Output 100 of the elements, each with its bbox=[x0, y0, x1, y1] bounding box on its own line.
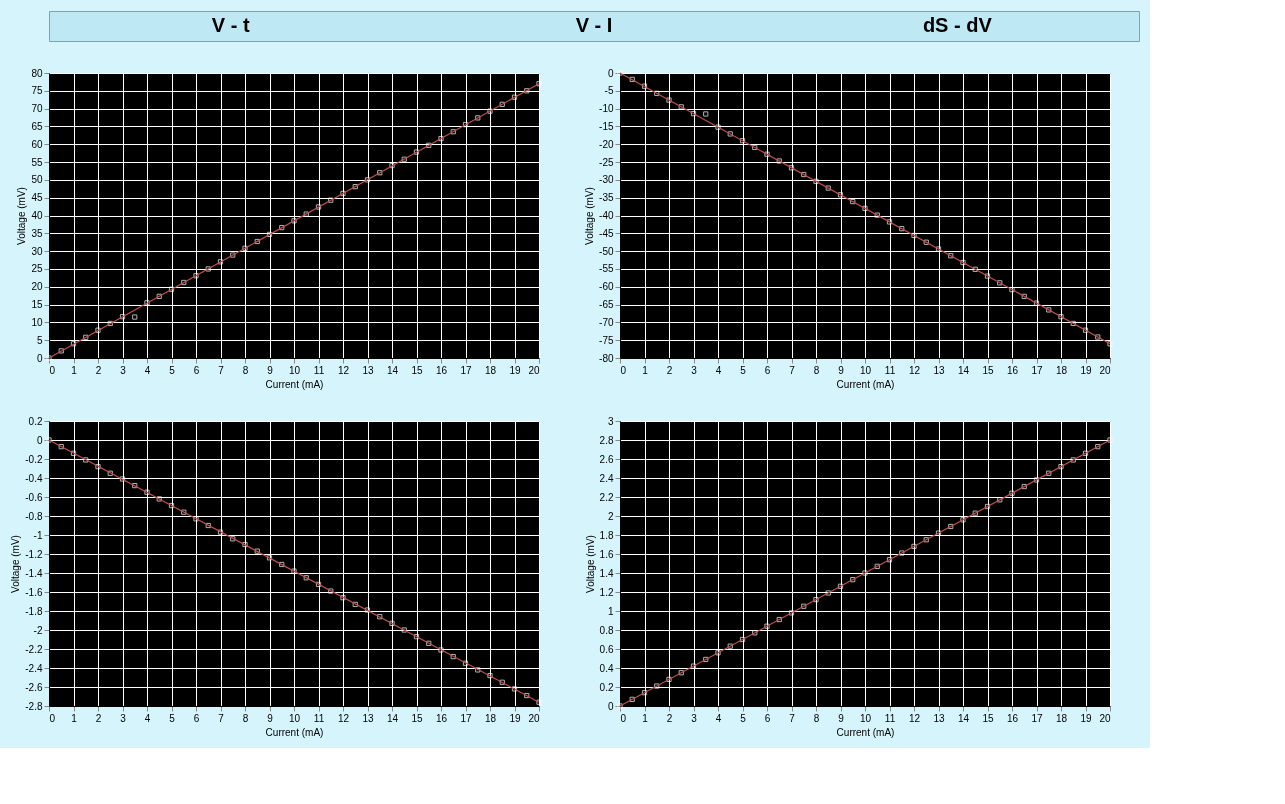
y-tick-label: 0.6 bbox=[599, 643, 614, 655]
point bbox=[511, 686, 518, 692]
y-tick-label: -20 bbox=[599, 138, 614, 150]
point bbox=[972, 510, 978, 516]
x-tick-label: 3 bbox=[120, 364, 127, 376]
point bbox=[193, 273, 199, 279]
y-tick-label: 55 bbox=[31, 156, 43, 168]
x-tick-label: 1 bbox=[642, 364, 649, 376]
point bbox=[303, 211, 309, 217]
x-tick-label: 1 bbox=[642, 712, 649, 724]
point bbox=[119, 476, 126, 482]
point bbox=[242, 245, 248, 251]
y-tick-label: 60 bbox=[31, 138, 43, 150]
x-tick-label: 9 bbox=[838, 712, 845, 724]
point bbox=[850, 198, 856, 205]
x-tick-label: 12 bbox=[337, 364, 350, 376]
x-tick-label: 7 bbox=[789, 364, 796, 376]
point bbox=[1046, 470, 1052, 476]
x-tick-label: 19 bbox=[509, 364, 521, 376]
y-tick-label: 40 bbox=[31, 210, 43, 221]
y-tick-label: 0 bbox=[36, 352, 43, 364]
x-tick-label: 16 bbox=[435, 712, 448, 724]
x-tick-label: 1 bbox=[71, 364, 78, 376]
point bbox=[475, 115, 481, 121]
x-axis-title: Current (mA) bbox=[265, 378, 324, 390]
x-tick-label: 11 bbox=[313, 364, 325, 376]
x-tick-label: 0 bbox=[49, 364, 56, 376]
x-tick-label: 2 bbox=[666, 364, 673, 376]
point bbox=[899, 550, 905, 556]
point bbox=[764, 623, 770, 629]
x-tick-label: 19 bbox=[509, 712, 521, 724]
point bbox=[279, 561, 285, 568]
y-axis-title: Voltage (mV) bbox=[584, 187, 596, 245]
point bbox=[181, 279, 187, 286]
y-tick-label: 20 bbox=[31, 281, 43, 293]
y-tick-label: -40 bbox=[599, 210, 614, 221]
x-tick-label: 12 bbox=[337, 712, 350, 724]
x-tick-label: 10 bbox=[859, 364, 872, 376]
point bbox=[1021, 483, 1027, 490]
point bbox=[328, 588, 334, 594]
point bbox=[499, 679, 505, 685]
point bbox=[703, 656, 709, 663]
point bbox=[438, 647, 444, 653]
point bbox=[450, 653, 456, 660]
y-tick-label: -1.6 bbox=[25, 586, 43, 598]
y-tick-label: 35 bbox=[31, 227, 43, 239]
y-tick-label: -0.6 bbox=[25, 491, 43, 503]
point bbox=[948, 253, 954, 259]
x-tick-label: 18 bbox=[484, 364, 497, 376]
x-tick-label: 15 bbox=[982, 364, 994, 376]
x-tick-label: 12 bbox=[908, 712, 921, 724]
point bbox=[960, 259, 966, 266]
point bbox=[1058, 314, 1064, 320]
y-tick-label: -5 bbox=[604, 85, 614, 97]
y-tick-label: -65 bbox=[599, 299, 614, 311]
point bbox=[364, 607, 371, 613]
x-tick-label: 9 bbox=[267, 712, 274, 724]
point bbox=[1095, 444, 1101, 450]
y-tick-label: -1 bbox=[33, 529, 43, 541]
point bbox=[997, 497, 1003, 503]
point bbox=[654, 683, 660, 689]
x-tick-label: 7 bbox=[218, 364, 225, 376]
y-tick-label: -2.2 bbox=[25, 643, 43, 655]
y-tick-label: -55 bbox=[599, 263, 614, 275]
x-tick-label: 16 bbox=[1006, 364, 1019, 376]
y-tick-label: -2.8 bbox=[25, 700, 43, 712]
point bbox=[886, 219, 893, 225]
y-tick-label: -60 bbox=[599, 281, 614, 293]
x-tick-label: 5 bbox=[740, 364, 747, 376]
x-tick-label: 13 bbox=[933, 364, 945, 376]
y-tick-label: -0.4 bbox=[25, 472, 43, 484]
point bbox=[303, 575, 309, 581]
x-axis-title: Current (mA) bbox=[836, 726, 895, 738]
point bbox=[801, 603, 807, 609]
point bbox=[217, 529, 224, 535]
x-tick-label: 3 bbox=[691, 712, 698, 724]
point bbox=[95, 327, 101, 333]
y-tick-label: -1.4 bbox=[25, 567, 43, 579]
x-tick-label: 13 bbox=[933, 712, 945, 724]
y-tick-label: -45 bbox=[599, 227, 614, 239]
x-tick-label: 14 bbox=[386, 364, 399, 376]
y-tick-label: -15 bbox=[599, 120, 614, 132]
x-tick-label: 20 bbox=[528, 364, 540, 376]
point bbox=[181, 509, 187, 515]
point bbox=[524, 88, 530, 94]
point bbox=[1009, 490, 1015, 496]
x-tick-label: 9 bbox=[838, 364, 845, 376]
point bbox=[291, 568, 297, 574]
point bbox=[70, 341, 77, 347]
x-tick-label: 8 bbox=[813, 712, 820, 724]
y-tick-label: 0 bbox=[607, 700, 614, 712]
y-tick-label: -2 bbox=[33, 624, 43, 636]
point bbox=[95, 463, 101, 470]
point bbox=[788, 165, 795, 171]
text: dS - dV bbox=[922, 14, 993, 36]
x-tick-label: 10 bbox=[288, 712, 301, 724]
point bbox=[899, 226, 905, 232]
x-tick-label: 15 bbox=[411, 712, 423, 724]
point bbox=[524, 692, 530, 699]
point bbox=[266, 555, 273, 561]
